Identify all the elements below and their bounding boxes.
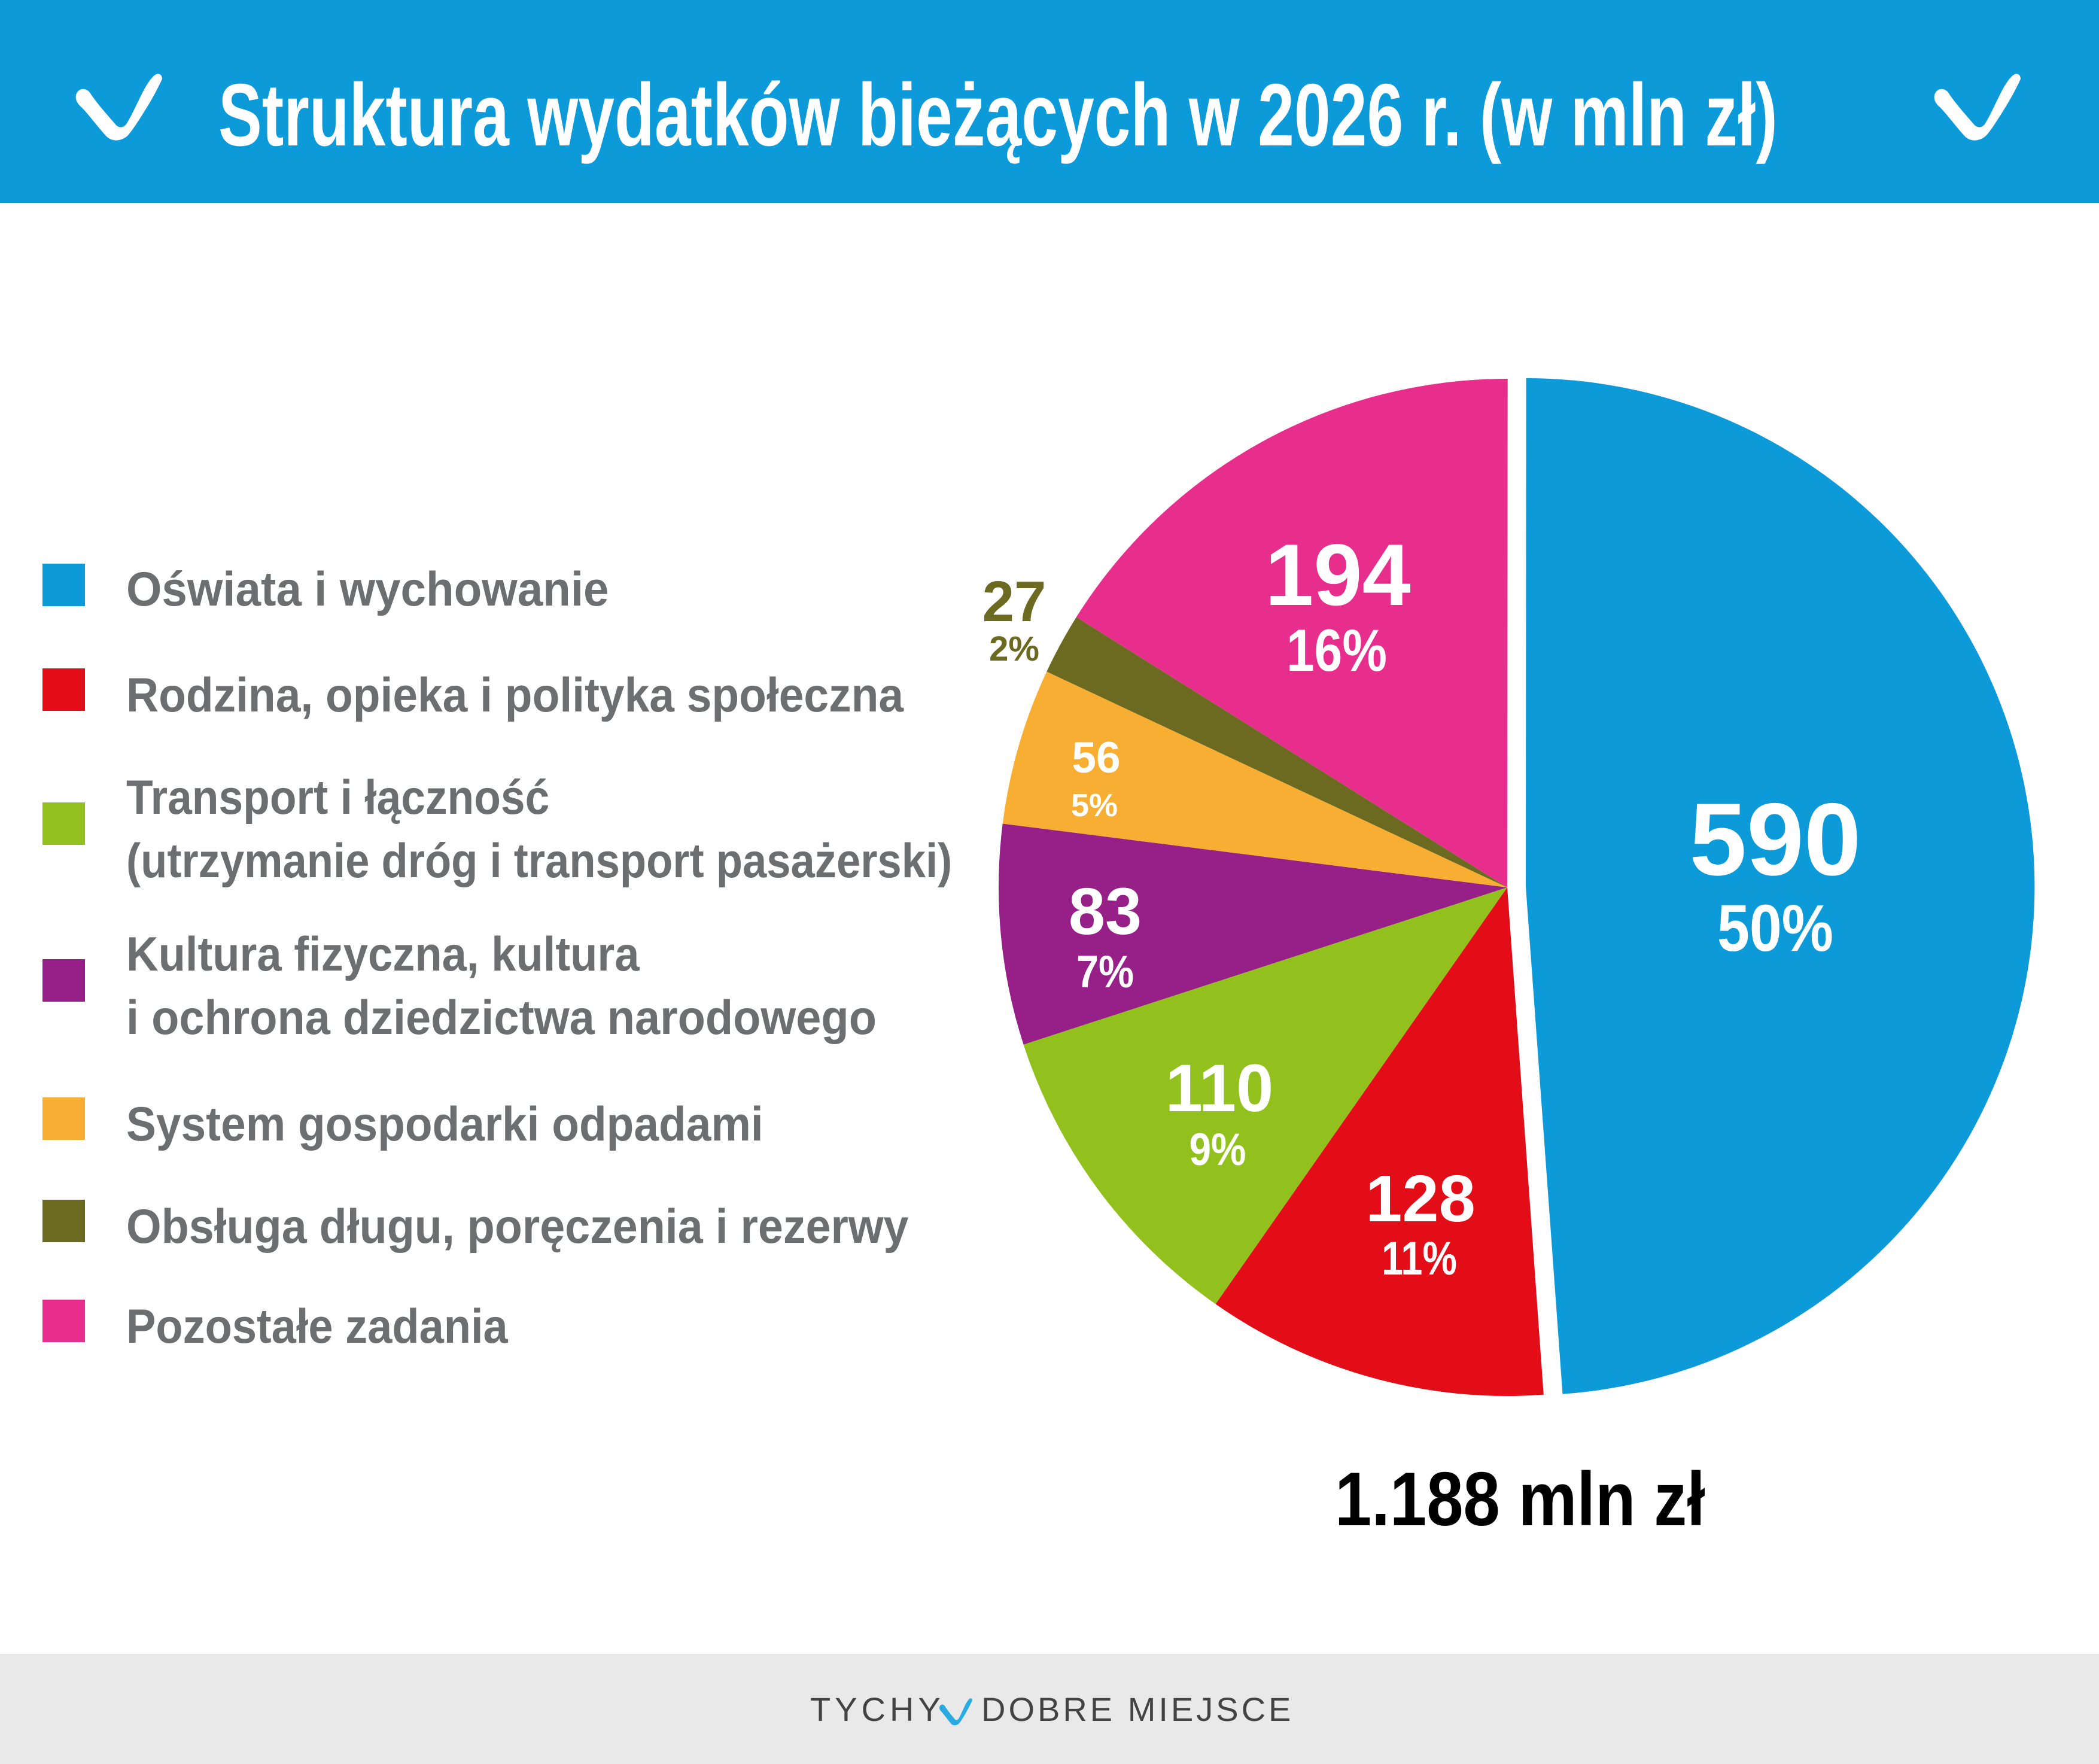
svg-text:110: 110 [1166,1051,1274,1126]
svg-text:2%: 2% [989,629,1039,668]
svg-text:7%: 7% [1076,947,1134,997]
svg-text:11%: 11% [1382,1231,1457,1285]
svg-text:50%: 50% [1717,892,1833,965]
svg-text:128: 128 [1365,1162,1476,1236]
svg-text:56: 56 [1072,734,1120,782]
svg-text:590: 590 [1690,782,1861,897]
svg-text:83: 83 [1069,875,1142,948]
svg-text:9%: 9% [1190,1124,1246,1175]
svg-text:27: 27 [982,570,1047,634]
svg-text:194: 194 [1265,526,1411,624]
svg-text:5%: 5% [1071,787,1118,823]
svg-text:16%: 16% [1286,617,1387,683]
